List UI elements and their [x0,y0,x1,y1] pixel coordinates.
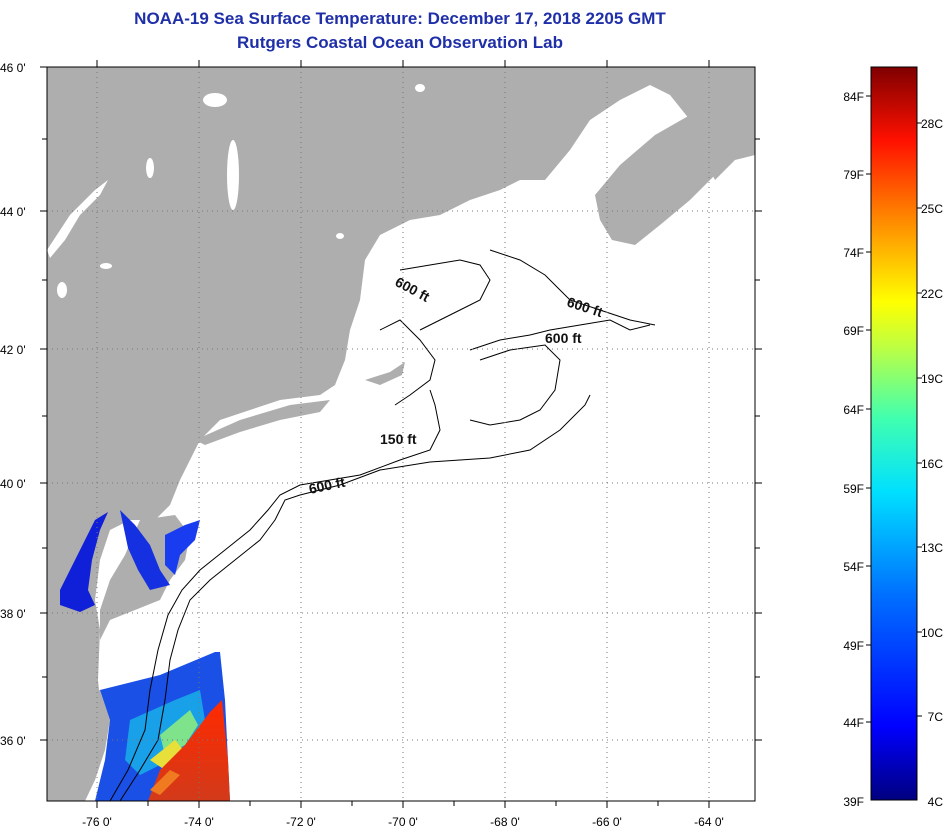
lon-label: -64 0' [694,815,724,829]
lon-label: -70 0' [388,815,418,829]
lon-label: -68 0' [490,815,520,829]
celsius-label: 10C [921,626,943,640]
colorbar [870,66,918,801]
cape-cod [365,362,405,385]
lat-label: 40 0' [0,477,26,491]
contour-label: 150 ft [380,431,417,447]
lon-label: -66 0' [592,815,622,829]
fahrenheit-label: 54F [843,560,864,574]
fahrenheit-label: 59F [843,482,864,496]
carolina-landmass [47,690,110,801]
fahrenheit-label: 79F [843,168,864,182]
grid-lines [47,67,755,801]
lat-label: 42 0' [0,343,26,357]
lat-label: 36 0' [0,734,26,748]
lakes [47,84,425,298]
celsius-label: 13C [921,541,943,555]
nova-scotia-landmass [595,112,740,245]
fahrenheit-label: 74F [843,246,864,260]
lat-label: 44 0' [0,205,26,219]
lon-label: -74 0' [184,815,214,829]
axis-ticks [40,60,762,808]
celsius-label: 28C [921,117,943,131]
fahrenheit-label: 49F [843,639,864,653]
fahrenheit-label: 39F [843,795,864,809]
mainland-landmass [47,67,755,700]
lat-label: 38 0' [0,607,26,621]
fahrenheit-label: 84F [843,90,864,104]
celsius-label: 4C [928,795,944,809]
sst-ocean-swath [95,652,230,801]
celsius-label: 19C [921,372,943,386]
longitude-labels: -76 0' -74 0' -72 0' -70 0' -68 0' -66 0… [82,815,724,829]
celsius-label: 16C [921,457,943,471]
colorbar-ticks [866,95,922,723]
contour-label: 600 ft [307,474,346,497]
sst-bay-data [60,510,200,612]
latitude-labels: 46 0' 44 0' 42 0' 40 0' 38 0' 36 0' [0,61,26,748]
map-subtitle: Rutgers Coastal Ocean Observation Lab [237,33,563,52]
lat-label: 46 0' [0,61,26,75]
lon-label: -72 0' [286,815,316,829]
fahrenheit-label: 69F [843,324,864,338]
celsius-label: 7C [928,710,944,724]
celsius-labels: 28C 25C 22C 19C 16C 13C 10C 7C 4C [921,117,943,809]
lon-label: -76 0' [82,815,112,829]
celsius-label: 25C [921,202,943,216]
fahrenheit-label: 44F [843,716,864,730]
bathymetry-contours [109,249,656,801]
map-title: NOAA-19 Sea Surface Temperature: Decembe… [134,9,666,28]
fahrenheit-labels: 84F 79F 74F 69F 64F 59F 54F 49F 44F 39F [843,90,864,809]
celsius-label: 22C [921,287,943,301]
long-island [195,400,330,445]
map-frame [46,66,756,802]
contour-label: 600 ft [545,330,582,346]
fahrenheit-label: 64F [843,403,864,417]
